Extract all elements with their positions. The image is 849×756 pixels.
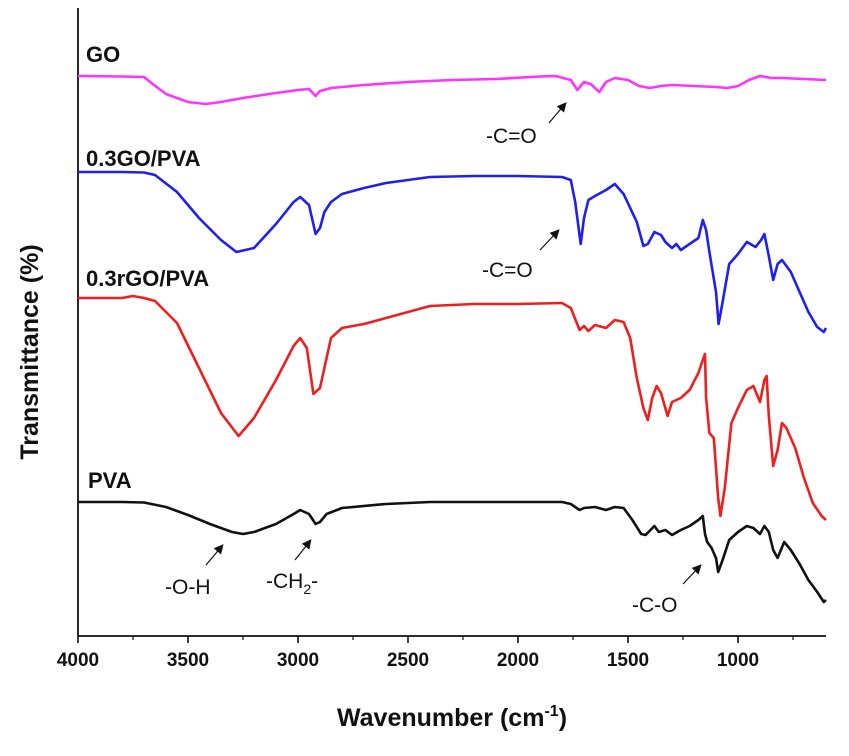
- series-line-go: [77, 74, 827, 106]
- annotation-go-co-label: -C=O: [486, 125, 537, 148]
- annotation-ch2: -CH2-: [266, 539, 318, 597]
- x-tick-label-1500: 1500: [607, 650, 649, 671]
- x-tick-label-2500: 2500: [387, 650, 429, 671]
- series-line-rgopva: [78, 294, 827, 521]
- x-tick-label-3000: 3000: [277, 650, 319, 671]
- series-label-rgopva: 0.3rGO/PVA: [86, 266, 209, 291]
- y-axis-title: Transmittance (%): [16, 244, 44, 459]
- annotation-ch2-label: -CH2-: [266, 570, 318, 597]
- annotation-gopva-co: -C=O: [482, 229, 560, 282]
- series-line-gopva: [78, 170, 828, 334]
- annotation-c-o: -C-O: [632, 564, 702, 617]
- annotation-oh-label: -O-H: [165, 576, 211, 599]
- annotation-c-o-label: -C-O: [632, 594, 678, 617]
- x-axis-title: Wavenumber (cm-1): [337, 703, 567, 732]
- series-line-pva: [78, 500, 827, 604]
- x-tick-label-1000: 1000: [717, 650, 759, 671]
- series-label-pva: PVA: [88, 468, 132, 493]
- series-group: [77, 74, 828, 604]
- series-label-gopva: 0.3GO/PVA: [86, 146, 201, 171]
- series-label-go: GO: [86, 42, 120, 67]
- annotation-go-co: -C=O: [486, 102, 567, 148]
- x-tick-label-2000: 2000: [497, 650, 539, 671]
- x-ticks: 4000 3500 3000 2500 2000 1500 1000: [57, 636, 794, 671]
- annotation-oh: -O-H: [165, 544, 224, 599]
- annotation-gopva-co-label: -C=O: [482, 259, 533, 282]
- x-tick-label-4000: 4000: [57, 650, 99, 671]
- x-tick-label-3500: 3500: [167, 650, 209, 671]
